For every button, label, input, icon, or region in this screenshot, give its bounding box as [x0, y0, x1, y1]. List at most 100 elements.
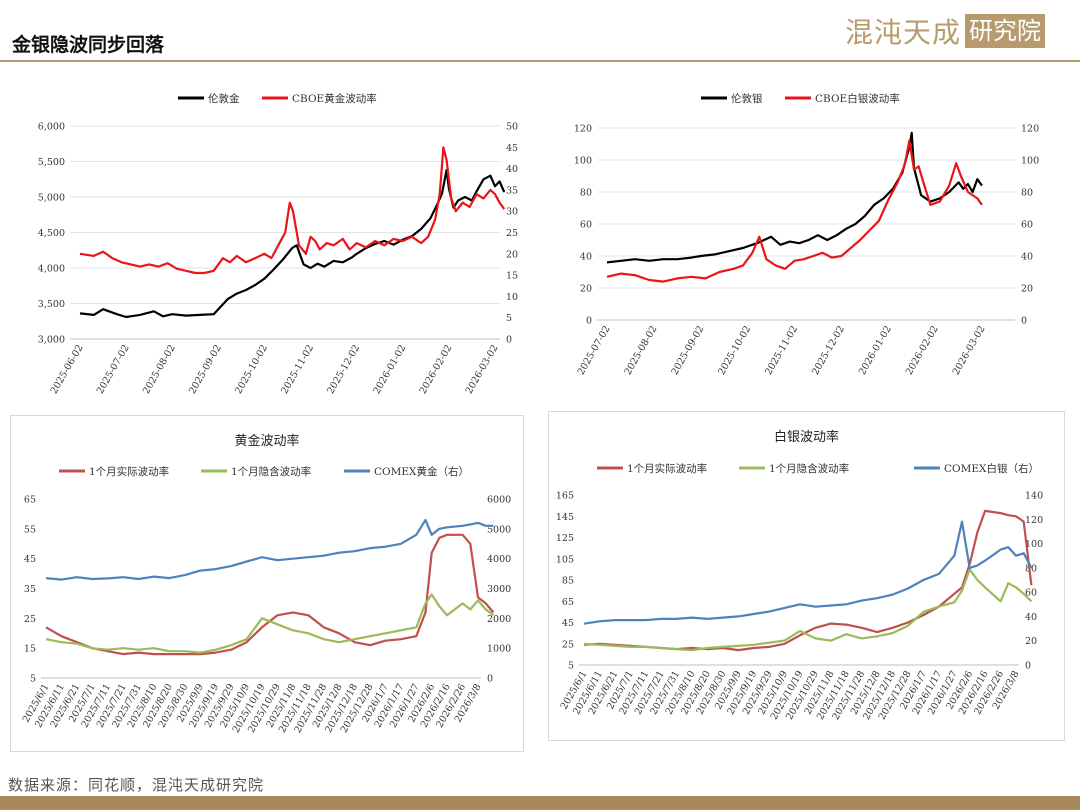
silver-bottom-ytick-right: 120	[1025, 515, 1043, 526]
silver-top-legend-label: CBOE白银波动率	[815, 92, 900, 105]
gold-bottom-ytick-left: 45	[24, 554, 36, 565]
silver-top-series-0	[606, 131, 983, 264]
gold-top-series-1	[79, 146, 506, 275]
chart-silver-bottom-title: 白银波动率	[773, 430, 839, 445]
gold-top-ytick-right: 20	[506, 249, 518, 260]
gold-top-xtick: 2025-08-02	[141, 343, 178, 396]
silver-top-ytick-left: 20	[580, 284, 592, 295]
silver-top-ytick-left: 0	[586, 316, 592, 327]
gold-top-xtick: 2026-02-02	[418, 343, 455, 396]
gold-top-ytick-right: 45	[506, 143, 518, 154]
gold-bottom-ytick-right: 0	[487, 674, 493, 685]
silver-top-ytick-left: 80	[580, 188, 592, 199]
gold-top-ytick-right: 10	[506, 292, 518, 303]
silver-top-ytick-right: 100	[1021, 156, 1039, 167]
gold-top-ytick-left: 4,500	[38, 228, 65, 239]
silver-bottom-legend-label: 1个月隐含波动率	[769, 462, 849, 475]
source-note: 数据来源：同花顺，混沌天成研究院	[8, 776, 265, 794]
chart-silver-top: 0 20 40 60 80 100 120 0 20 40 60 80 100 120 2025-07-02…	[545, 80, 1070, 405]
silver-bottom-ytick-right: 20	[1025, 636, 1037, 647]
footer-bar	[0, 796, 1080, 810]
silver-bottom-ytick-left: 25	[562, 639, 574, 650]
silver-bottom-ytick-left: 145	[556, 512, 574, 523]
chart-silver-bottom-svg: 5254565851051251451650204060801001201402…	[556, 462, 1043, 722]
silver-top-xtick: 2025-10-02	[716, 324, 753, 377]
silver-top-ytick-right: 0	[1021, 316, 1027, 327]
gold-top-ytick-right: 30	[506, 207, 518, 218]
gold-bottom-legend-label: COMEX黄金（右）	[374, 465, 469, 478]
chart-gold-top-svg: 3,000 3,500 4,000 4,500 5,000 5,500 6,000 0 5 10 1…	[38, 92, 518, 396]
chart-gold-bottom-title: 黄金波动率	[234, 434, 300, 449]
silver-top-xtick: 2025-09-02	[669, 324, 706, 377]
gold-top-xtick: 2026-03-02	[464, 343, 501, 396]
gold-top-ytick-left: 6,000	[38, 122, 65, 133]
silver-bottom-ytick-right: 80	[1025, 563, 1037, 574]
silver-bottom-ytick-left: 105	[556, 554, 574, 565]
silver-bottom-ytick-left: 5	[568, 661, 574, 672]
gold-top-ytick-right: 40	[506, 164, 518, 175]
gold-bottom-series-1	[45, 593, 495, 654]
logo-script-text: 混沌天成	[845, 16, 962, 49]
gold-bottom-ytick-right: 3000	[487, 584, 511, 595]
gold-top-ytick-right: 0	[506, 335, 512, 346]
gold-top-ytick-right: 5	[506, 313, 512, 324]
gold-top-xtick: 2025-12-02	[325, 343, 362, 396]
gold-top-ytick-right: 50	[506, 122, 518, 133]
gold-bottom-legend-label: 1个月实际波动率	[89, 465, 169, 478]
silver-top-xtick: 2026-03-02	[951, 324, 988, 377]
chart-silver-top-svg: 0 20 40 60 80 100 120 0 20 40 60 80 100 120 2025-07-02…	[574, 92, 1039, 377]
chart-gold-bottom: 黄金波动率 5 15 25 35 45 55 65 0 1000 2000 3000 4000 5000…	[10, 415, 524, 752]
gold-top-ytick-right: 25	[506, 228, 518, 239]
gold-top-xtick: 2025-06-02	[49, 343, 86, 396]
gold-top-ytick-left: 3,000	[38, 335, 65, 346]
gold-top-legend-label: 伦敦金	[208, 92, 240, 105]
silver-bottom-ytick-right: 0	[1025, 661, 1031, 672]
silver-top-ytick-left: 100	[574, 156, 592, 167]
silver-top-ytick-right: 80	[1021, 188, 1033, 199]
gold-bottom-ytick-left: 5	[30, 674, 36, 685]
gold-top-xtick: 2025-11-02	[279, 343, 316, 396]
silver-bottom-ytick-left: 165	[556, 491, 574, 502]
silver-top-ytick-left: 40	[580, 252, 592, 263]
silver-top-xtick: 2025-08-02	[623, 324, 660, 377]
gold-top-xtick: 2026-01-02	[371, 343, 408, 396]
silver-top-ytick-right: 20	[1021, 284, 1033, 295]
gold-bottom-ytick-right: 2000	[487, 614, 511, 625]
gold-bottom-series-2	[45, 518, 494, 581]
silver-top-xtick: 2026-02-02	[904, 324, 941, 377]
silver-top-ytick-right: 40	[1021, 252, 1033, 263]
header-divider	[0, 60, 1080, 62]
gold-top-ytick-left: 4,000	[38, 264, 65, 275]
gold-top-xtick: 2025-09-02	[187, 343, 224, 396]
silver-top-xtick: 2026-01-02	[857, 324, 894, 377]
gold-top-legend-label: CBOE黄金波动率	[292, 92, 377, 105]
silver-bottom-ytick-left: 125	[556, 533, 574, 544]
gold-bottom-ytick-left: 65	[24, 495, 36, 506]
silver-bottom-ytick-left: 65	[562, 597, 574, 608]
page-title: 金银隐波同步回落	[12, 34, 165, 56]
gold-bottom-ytick-left: 15	[24, 644, 36, 655]
silver-bottom-ytick-right: 140	[1025, 491, 1043, 502]
silver-bottom-series-1	[583, 568, 1033, 652]
silver-top-xtick: 2025-11-02	[763, 324, 800, 377]
silver-top-legend-label: 伦敦银	[731, 92, 763, 105]
gold-top-ytick-right: 15	[506, 271, 518, 282]
gold-top-ytick-left: 5,500	[38, 157, 65, 168]
gold-top-xtick: 2025-10-02	[233, 343, 270, 396]
gold-top-xtick: 2025-07-02	[95, 343, 132, 396]
gold-bottom-ytick-right: 5000	[487, 524, 511, 535]
silver-top-ytick-right: 60	[1021, 220, 1033, 231]
chart-silver-bottom: 白银波动率 5 25 45 65 85 105 125 145 165 0 20 40 60 80 100 1…	[548, 411, 1065, 741]
gold-bottom-ytick-left: 55	[24, 524, 36, 535]
silver-bottom-ytick-left: 45	[562, 618, 574, 629]
gold-bottom-ytick-right: 1000	[487, 644, 511, 655]
silver-bottom-ytick-right: 40	[1025, 612, 1037, 623]
chart-gold-bottom-svg: 5152535455565010002000300040005000600020…	[21, 465, 511, 735]
gold-top-ytick-right: 35	[506, 185, 518, 196]
silver-bottom-series-2	[583, 520, 1033, 625]
silver-top-ytick-left: 120	[574, 124, 592, 135]
logo-boxed-text: 研究院	[965, 14, 1046, 48]
silver-bottom-legend-label: 1个月实际波动率	[627, 462, 707, 475]
silver-top-ytick-left: 60	[580, 220, 592, 231]
gold-top-ytick-left: 5,000	[38, 193, 65, 204]
